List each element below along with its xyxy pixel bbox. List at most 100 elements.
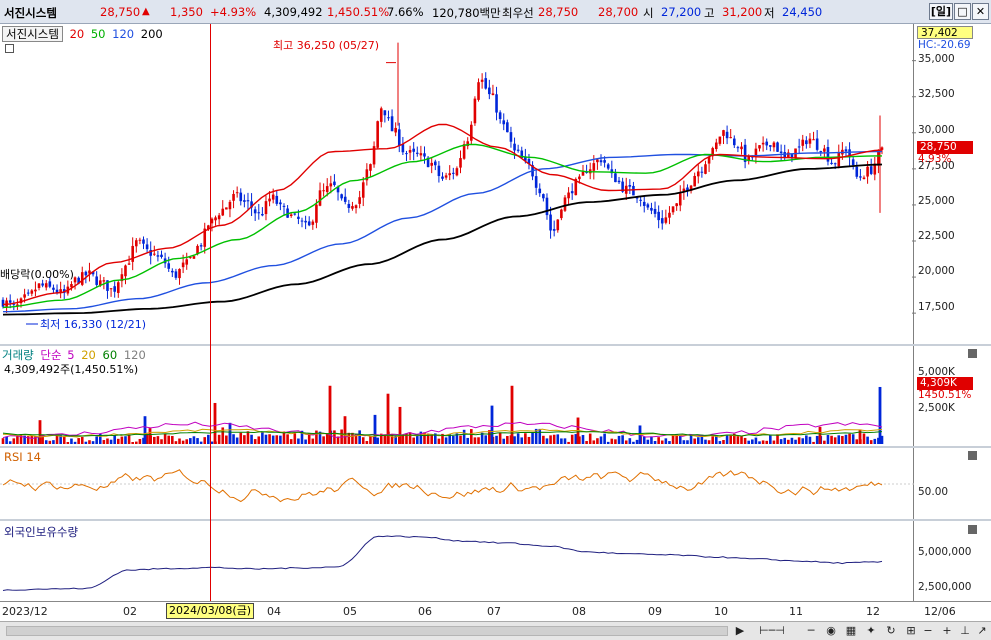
legend-stock-name[interactable]: 서진시스템 xyxy=(2,26,63,42)
candle-body xyxy=(441,176,444,179)
chart-type-icon[interactable]: ▦ xyxy=(845,624,857,637)
rsi-chart[interactable] xyxy=(0,448,914,520)
volume-bar xyxy=(462,429,466,444)
volume-bar xyxy=(297,438,300,444)
volume-bar xyxy=(769,434,772,444)
reset-zoom-icon[interactable]: ◉ xyxy=(826,624,836,637)
y-label: 2,500K xyxy=(918,402,955,414)
stock-name[interactable]: 서진시스템 xyxy=(4,6,57,20)
scroll-end-icon[interactable]: ▶ xyxy=(735,624,745,637)
volume-bar xyxy=(480,432,484,444)
volume-bar xyxy=(376,437,379,444)
zoom-out-icon[interactable]: ─ xyxy=(807,624,815,637)
close-panel-icon[interactable] xyxy=(968,525,977,534)
candle-body xyxy=(415,152,419,154)
candle-body xyxy=(732,138,736,146)
candle-body xyxy=(837,152,841,167)
high-label: 고 xyxy=(704,6,715,20)
volume-bar xyxy=(837,435,841,444)
candle-body xyxy=(372,146,376,165)
legend-volume[interactable]: 거래량 xyxy=(2,348,34,362)
volume-bar xyxy=(603,433,606,444)
volume-bar xyxy=(88,440,91,444)
volume-bar xyxy=(714,435,718,444)
volume-bar xyxy=(574,434,578,444)
close-button[interactable]: ✕ xyxy=(972,3,989,20)
volume-ratio: 1,450.51% xyxy=(327,5,390,19)
volume-bar xyxy=(588,433,592,444)
volume-bar xyxy=(113,434,116,444)
chart-area[interactable] xyxy=(0,24,914,601)
foreign-holding-chart[interactable] xyxy=(0,521,914,601)
candle-body xyxy=(207,225,210,229)
expand-icon[interactable]: ↗ xyxy=(977,624,987,637)
candle-body xyxy=(743,144,747,162)
volume-ma60-line xyxy=(2,431,883,437)
x-label: 11 xyxy=(789,605,803,618)
volume-bar xyxy=(818,426,822,444)
candle-body xyxy=(91,271,95,275)
horizontal-scrollbar[interactable] xyxy=(6,626,728,636)
candle-body xyxy=(610,169,614,174)
zoom-slider[interactable]: ⊢─⊣ xyxy=(759,624,785,637)
volume-chart[interactable] xyxy=(0,346,914,446)
candle-body xyxy=(801,139,805,146)
candle-body xyxy=(671,206,675,213)
zoom-in-icon[interactable]: + xyxy=(942,624,952,637)
candle-body xyxy=(628,185,632,187)
volume-bar xyxy=(466,437,470,444)
volume-bar xyxy=(549,435,552,444)
price-legend: 서진시스템 20 50 120 200 xyxy=(2,26,163,42)
volume-bar xyxy=(682,440,686,444)
candle-body xyxy=(80,272,84,285)
panel-splitter[interactable] xyxy=(0,446,991,448)
candle-body xyxy=(354,205,358,209)
volume-bar xyxy=(213,402,217,444)
volume-bar xyxy=(185,439,189,444)
volume-bar xyxy=(531,432,534,444)
y-label: 17,500 xyxy=(918,301,955,313)
settings-icon[interactable] xyxy=(5,44,14,53)
candle-body xyxy=(210,218,214,224)
period-day-button[interactable]: [일] xyxy=(929,3,953,20)
candle-body xyxy=(830,162,833,164)
volume-bar xyxy=(210,441,214,444)
volume-bar xyxy=(328,385,332,444)
zoom-in-minus-icon[interactable]: − xyxy=(923,624,933,637)
price-chart[interactable] xyxy=(0,24,916,344)
legend-ma120: 120 xyxy=(112,27,135,41)
volume-bar xyxy=(878,386,882,444)
candle-body xyxy=(520,150,524,159)
x-label: 02 xyxy=(123,605,137,618)
volume-bar xyxy=(617,435,621,444)
volume-bar xyxy=(19,434,23,444)
candle-body xyxy=(261,213,264,216)
panel-splitter[interactable] xyxy=(0,344,991,346)
candle-body xyxy=(527,158,531,164)
time-axis[interactable]: 2023/12 02 04 05 06 07 08 09 10 11 12 12… xyxy=(0,601,991,621)
refresh-icon[interactable]: ↻ xyxy=(886,624,896,637)
restore-button[interactable]: □ xyxy=(954,3,971,20)
volume-bar xyxy=(452,435,455,444)
rsi-legend[interactable]: RSI 14 xyxy=(4,450,41,464)
grid-icon[interactable]: ⊞ xyxy=(906,624,916,637)
candle-body xyxy=(570,191,574,194)
volume-bar xyxy=(502,438,506,444)
pin-icon[interactable]: ⊥ xyxy=(960,624,970,637)
candle-body xyxy=(678,193,682,206)
volume-bar xyxy=(196,438,199,444)
close-panel-icon[interactable] xyxy=(968,349,977,358)
candle-body xyxy=(408,150,412,153)
panel-splitter[interactable] xyxy=(0,519,991,521)
volume-bar xyxy=(751,439,754,444)
volume-bar xyxy=(761,440,765,444)
volume-bar xyxy=(127,434,131,444)
volume-bar xyxy=(73,441,77,444)
close-panel-icon[interactable] xyxy=(968,451,977,460)
volume-bar xyxy=(379,433,383,444)
settings-icon[interactable]: ✦ xyxy=(866,624,876,637)
foreign-holding-legend[interactable]: 외국인보유수량 xyxy=(4,525,79,539)
candle-body xyxy=(41,283,44,286)
candle-body xyxy=(444,175,448,178)
volume-bar xyxy=(660,440,664,444)
